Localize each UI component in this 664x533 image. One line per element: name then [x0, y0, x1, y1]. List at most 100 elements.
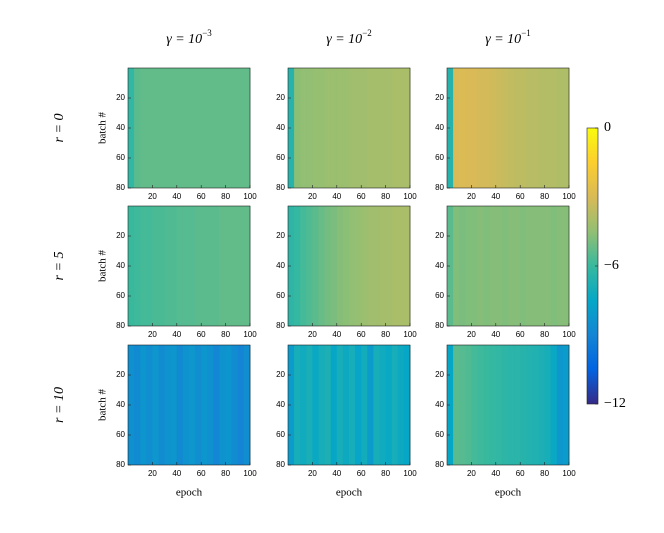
heatmap-cell — [330, 206, 338, 326]
heatmap-cell — [231, 68, 239, 188]
heatmap-cell — [128, 345, 135, 465]
x-tick-label: 60 — [357, 469, 366, 478]
y-tick-label: 40 — [116, 261, 125, 270]
x-axis-label: epoch — [495, 487, 522, 499]
heatmap-cell — [397, 206, 405, 326]
heatmap-cell — [465, 206, 472, 326]
heatmap-cell — [176, 68, 184, 188]
heatmap-cell — [189, 206, 196, 326]
y-axis-label: batch # — [97, 388, 109, 421]
heatmap-cell — [288, 68, 295, 188]
heatmap-cell — [195, 206, 202, 326]
heatmap-cell — [349, 68, 356, 188]
heatmap-cell — [349, 345, 356, 465]
row-label: r = 5 — [52, 252, 67, 281]
x-tick-label: 40 — [491, 330, 500, 339]
heatmap-cell — [306, 68, 313, 188]
heatmap-cell — [324, 345, 332, 465]
y-tick-label: 40 — [276, 400, 285, 409]
heatmap-cell — [237, 345, 245, 465]
heatmap-cell — [189, 345, 196, 465]
heatmap-cell — [312, 345, 319, 465]
column-title-exp: −3 — [202, 28, 212, 38]
x-tick-label: 100 — [562, 469, 576, 478]
heatmap-cell — [465, 68, 472, 188]
heatmap-cell — [207, 68, 214, 188]
x-tick-label: 40 — [172, 469, 181, 478]
y-tick-label: 40 — [435, 261, 444, 270]
heatmap-cell — [391, 68, 399, 188]
heatmap-cell — [158, 206, 165, 326]
heatmap-cell — [213, 206, 220, 326]
heatmap-cell — [288, 345, 295, 465]
heatmap-cell — [459, 206, 466, 326]
y-tick-label: 80 — [116, 183, 125, 192]
heatmap-cell — [213, 345, 220, 465]
x-tick-label: 20 — [467, 330, 476, 339]
column-title: γ = 10−3 — [166, 28, 212, 47]
heatmap-cell — [477, 68, 484, 188]
x-tick-label: 80 — [221, 330, 230, 339]
heatmap-cell — [152, 68, 159, 188]
y-tick-label: 20 — [276, 231, 285, 240]
heatmap-cell — [164, 68, 172, 188]
heatmap-cell — [201, 345, 208, 465]
heatmap-cell — [300, 345, 307, 465]
heatmap-cell — [170, 68, 178, 188]
x-tick-label: 60 — [197, 192, 206, 201]
y-tick-label: 60 — [116, 430, 125, 439]
heatmap-cell — [237, 68, 245, 188]
heatmap-cell — [508, 345, 515, 465]
heatmap-cell — [453, 345, 460, 465]
x-tick-label: 40 — [491, 192, 500, 201]
heatmap-cell — [243, 68, 251, 188]
heatmap-cell — [483, 206, 491, 326]
heatmap-cell — [182, 345, 190, 465]
x-tick-label: 100 — [243, 192, 257, 201]
y-tick-label: 20 — [116, 231, 125, 240]
y-tick-label: 20 — [435, 231, 444, 240]
heatmap-cell — [508, 68, 515, 188]
heatmap-cell — [367, 345, 374, 465]
heatmap-cell — [489, 206, 497, 326]
heatmap-cell — [379, 68, 386, 188]
heatmap-cell — [373, 206, 380, 326]
heatmap-cell — [532, 206, 539, 326]
heatmap-cell — [538, 68, 545, 188]
heatmap-cell — [483, 68, 491, 188]
heatmap-cell — [465, 345, 472, 465]
heatmap-cell — [164, 206, 172, 326]
heatmap-cell — [544, 206, 552, 326]
heatmap-cell — [471, 68, 478, 188]
row-label: r = 10 — [52, 387, 67, 423]
heatmap-cell — [146, 68, 153, 188]
column-title-base: γ = 10 — [485, 32, 521, 47]
heatmap-cell — [538, 345, 545, 465]
heatmap-cell — [501, 345, 509, 465]
heatmap-cell — [355, 68, 362, 188]
x-tick-label: 80 — [381, 192, 390, 201]
heatmap-cell — [219, 345, 226, 465]
x-tick-label: 100 — [243, 469, 257, 478]
x-tick-label: 60 — [197, 469, 206, 478]
heatmap-cell — [146, 345, 153, 465]
y-tick-label: 40 — [116, 400, 125, 409]
heatmap-cell — [403, 345, 411, 465]
heatmap-cell — [556, 68, 564, 188]
y-tick-label: 40 — [276, 261, 285, 270]
heatmap-cell — [231, 345, 239, 465]
heatmap-cell — [489, 68, 497, 188]
x-tick-label: 40 — [172, 330, 181, 339]
heatmap-cell — [243, 206, 251, 326]
heatmap-cell — [336, 68, 344, 188]
x-tick-label: 40 — [172, 192, 181, 201]
heatmap-cell — [355, 345, 362, 465]
heatmap-cell — [201, 68, 208, 188]
heatmap-cell — [324, 206, 332, 326]
y-tick-label: 20 — [276, 370, 285, 379]
x-tick-label: 20 — [308, 469, 317, 478]
heatmap-cell — [158, 345, 165, 465]
heatmap-cell — [231, 206, 239, 326]
heatmap-cell — [544, 68, 552, 188]
heatmap-cell — [367, 68, 374, 188]
